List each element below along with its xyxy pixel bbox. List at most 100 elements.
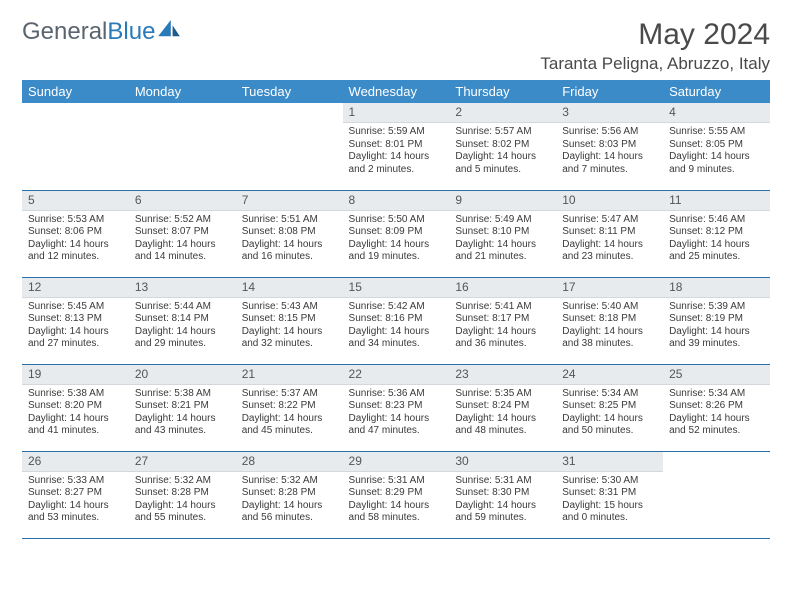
calendar-cell: 20Sunrise: 5:38 AMSunset: 8:21 PMDayligh… <box>129 364 236 451</box>
location-label: Taranta Peligna, Abruzzo, Italy <box>540 54 770 74</box>
sunset-line: Sunset: 8:07 PM <box>135 226 230 239</box>
daylight-line: Daylight: 14 hours and 34 minutes. <box>349 326 444 351</box>
sunset-line: Sunset: 8:26 PM <box>669 400 764 413</box>
day-number-bar: 30 <box>449 452 556 472</box>
calendar-cell: 11Sunrise: 5:46 AMSunset: 8:12 PMDayligh… <box>663 190 770 277</box>
sunrise-line: Sunrise: 5:39 AM <box>669 301 764 314</box>
month-title: May 2024 <box>540 18 770 52</box>
daylight-line: Daylight: 14 hours and 56 minutes. <box>242 500 337 525</box>
weekday-header: Friday <box>556 80 663 103</box>
day-details: Sunrise: 5:43 AMSunset: 8:15 PMDaylight:… <box>236 298 343 355</box>
sunrise-line: Sunrise: 5:37 AM <box>242 388 337 401</box>
sunrise-line: Sunrise: 5:43 AM <box>242 301 337 314</box>
day-number-bar: 7 <box>236 191 343 211</box>
weekday-header: Tuesday <box>236 80 343 103</box>
sunset-line: Sunset: 8:25 PM <box>562 400 657 413</box>
sunrise-line: Sunrise: 5:33 AM <box>28 475 123 488</box>
day-details: Sunrise: 5:38 AMSunset: 8:21 PMDaylight:… <box>129 385 236 442</box>
weekday-header: Monday <box>129 80 236 103</box>
sunrise-line: Sunrise: 5:46 AM <box>669 214 764 227</box>
day-details: Sunrise: 5:42 AMSunset: 8:16 PMDaylight:… <box>343 298 450 355</box>
daylight-line: Daylight: 14 hours and 14 minutes. <box>135 239 230 264</box>
day-details: Sunrise: 5:55 AMSunset: 8:05 PMDaylight:… <box>663 123 770 180</box>
calendar-table: SundayMondayTuesdayWednesdayThursdayFrid… <box>22 80 770 539</box>
sunset-line: Sunset: 8:31 PM <box>562 487 657 500</box>
day-details: Sunrise: 5:31 AMSunset: 8:30 PMDaylight:… <box>449 472 556 529</box>
calendar-cell: 29Sunrise: 5:31 AMSunset: 8:29 PMDayligh… <box>343 451 450 538</box>
sunset-line: Sunset: 8:15 PM <box>242 313 337 326</box>
calendar-cell: 24Sunrise: 5:34 AMSunset: 8:25 PMDayligh… <box>556 364 663 451</box>
daylight-line: Daylight: 14 hours and 53 minutes. <box>28 500 123 525</box>
day-details: Sunrise: 5:47 AMSunset: 8:11 PMDaylight:… <box>556 211 663 268</box>
calendar-cell <box>236 103 343 190</box>
calendar-row: 12Sunrise: 5:45 AMSunset: 8:13 PMDayligh… <box>22 277 770 364</box>
daylight-line: Daylight: 14 hours and 36 minutes. <box>455 326 550 351</box>
calendar-cell: 6Sunrise: 5:52 AMSunset: 8:07 PMDaylight… <box>129 190 236 277</box>
sunset-line: Sunset: 8:08 PM <box>242 226 337 239</box>
calendar-cell: 14Sunrise: 5:43 AMSunset: 8:15 PMDayligh… <box>236 277 343 364</box>
daylight-line: Daylight: 14 hours and 43 minutes. <box>135 413 230 438</box>
day-number-bar: 13 <box>129 278 236 298</box>
day-number-bar: 21 <box>236 365 343 385</box>
sunrise-line: Sunrise: 5:57 AM <box>455 126 550 139</box>
day-details: Sunrise: 5:40 AMSunset: 8:18 PMDaylight:… <box>556 298 663 355</box>
weekday-header: Sunday <box>22 80 129 103</box>
day-number-bar: 23 <box>449 365 556 385</box>
sunrise-line: Sunrise: 5:55 AM <box>669 126 764 139</box>
calendar-cell: 13Sunrise: 5:44 AMSunset: 8:14 PMDayligh… <box>129 277 236 364</box>
day-number-bar: 20 <box>129 365 236 385</box>
day-number-bar: 14 <box>236 278 343 298</box>
calendar-cell: 16Sunrise: 5:41 AMSunset: 8:17 PMDayligh… <box>449 277 556 364</box>
calendar-cell: 25Sunrise: 5:34 AMSunset: 8:26 PMDayligh… <box>663 364 770 451</box>
sunrise-line: Sunrise: 5:31 AM <box>455 475 550 488</box>
sunset-line: Sunset: 8:22 PM <box>242 400 337 413</box>
day-number-bar: 24 <box>556 365 663 385</box>
calendar-cell: 30Sunrise: 5:31 AMSunset: 8:30 PMDayligh… <box>449 451 556 538</box>
weekday-header-row: SundayMondayTuesdayWednesdayThursdayFrid… <box>22 80 770 103</box>
day-details: Sunrise: 5:57 AMSunset: 8:02 PMDaylight:… <box>449 123 556 180</box>
sunset-line: Sunset: 8:02 PM <box>455 139 550 152</box>
day-number-bar: 3 <box>556 103 663 123</box>
weekday-header: Wednesday <box>343 80 450 103</box>
day-number-bar: 26 <box>22 452 129 472</box>
day-details: Sunrise: 5:31 AMSunset: 8:29 PMDaylight:… <box>343 472 450 529</box>
sunset-line: Sunset: 8:14 PM <box>135 313 230 326</box>
daylight-line: Daylight: 14 hours and 23 minutes. <box>562 239 657 264</box>
sunrise-line: Sunrise: 5:34 AM <box>562 388 657 401</box>
day-number-bar: 28 <box>236 452 343 472</box>
day-details: Sunrise: 5:37 AMSunset: 8:22 PMDaylight:… <box>236 385 343 442</box>
day-details: Sunrise: 5:56 AMSunset: 8:03 PMDaylight:… <box>556 123 663 180</box>
calendar-cell: 1Sunrise: 5:59 AMSunset: 8:01 PMDaylight… <box>343 103 450 190</box>
day-number-bar: 12 <box>22 278 129 298</box>
calendar-cell: 31Sunrise: 5:30 AMSunset: 8:31 PMDayligh… <box>556 451 663 538</box>
day-number-bar: 2 <box>449 103 556 123</box>
sunset-line: Sunset: 8:24 PM <box>455 400 550 413</box>
calendar-row: 26Sunrise: 5:33 AMSunset: 8:27 PMDayligh… <box>22 451 770 538</box>
calendar-row: 1Sunrise: 5:59 AMSunset: 8:01 PMDaylight… <box>22 103 770 190</box>
day-details: Sunrise: 5:52 AMSunset: 8:07 PMDaylight:… <box>129 211 236 268</box>
calendar-cell: 8Sunrise: 5:50 AMSunset: 8:09 PMDaylight… <box>343 190 450 277</box>
sunset-line: Sunset: 8:18 PM <box>562 313 657 326</box>
daylight-line: Daylight: 14 hours and 21 minutes. <box>455 239 550 264</box>
empty-day-bar <box>663 452 770 471</box>
day-number-bar: 8 <box>343 191 450 211</box>
calendar-cell: 17Sunrise: 5:40 AMSunset: 8:18 PMDayligh… <box>556 277 663 364</box>
day-details: Sunrise: 5:32 AMSunset: 8:28 PMDaylight:… <box>129 472 236 529</box>
sunrise-line: Sunrise: 5:32 AM <box>135 475 230 488</box>
daylight-line: Daylight: 14 hours and 29 minutes. <box>135 326 230 351</box>
day-details: Sunrise: 5:33 AMSunset: 8:27 PMDaylight:… <box>22 472 129 529</box>
day-number-bar: 16 <box>449 278 556 298</box>
calendar-cell: 12Sunrise: 5:45 AMSunset: 8:13 PMDayligh… <box>22 277 129 364</box>
sail-icon <box>158 20 180 38</box>
sunrise-line: Sunrise: 5:34 AM <box>669 388 764 401</box>
calendar-cell: 15Sunrise: 5:42 AMSunset: 8:16 PMDayligh… <box>343 277 450 364</box>
calendar-cell: 10Sunrise: 5:47 AMSunset: 8:11 PMDayligh… <box>556 190 663 277</box>
empty-day-bar <box>22 103 129 122</box>
day-number-bar: 6 <box>129 191 236 211</box>
sunset-line: Sunset: 8:11 PM <box>562 226 657 239</box>
sunrise-line: Sunrise: 5:56 AM <box>562 126 657 139</box>
sunrise-line: Sunrise: 5:50 AM <box>349 214 444 227</box>
sunset-line: Sunset: 8:01 PM <box>349 139 444 152</box>
day-number-bar: 19 <box>22 365 129 385</box>
calendar-body: 1Sunrise: 5:59 AMSunset: 8:01 PMDaylight… <box>22 103 770 538</box>
